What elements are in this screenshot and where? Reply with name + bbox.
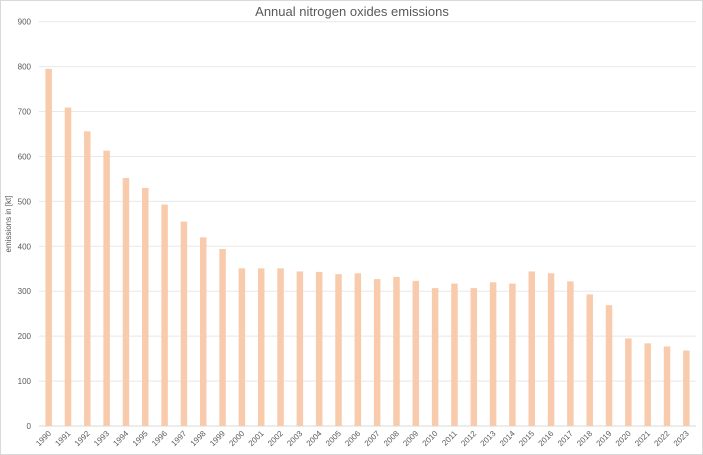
x-tick-label: 2022: [652, 429, 671, 448]
x-tick-label: 2009: [401, 429, 420, 448]
y-axis-label: emissions in [kt]: [4, 196, 13, 253]
bar-1995: [142, 187, 149, 426]
x-tick-label: 2001: [247, 429, 266, 448]
y-tick-label: 600: [18, 152, 32, 161]
chart-title: Annual nitrogen oxides emissions: [255, 4, 449, 19]
bar-1994: [122, 178, 130, 426]
y-tick-label: 300: [18, 287, 32, 296]
y-tick-label: 0: [27, 422, 32, 431]
x-tick-label: 1999: [208, 429, 227, 448]
y-tick-label: 500: [18, 197, 32, 206]
x-tick-label: 2017: [556, 429, 575, 448]
bar-2003: [296, 271, 304, 426]
x-tick-label: 2018: [575, 429, 594, 448]
x-tick-label: 2020: [614, 429, 633, 448]
bar-2022: [663, 346, 671, 426]
x-tick-label: 1991: [53, 429, 72, 448]
x-tick-label: 1993: [92, 429, 111, 448]
x-tick-label: 2006: [343, 429, 362, 448]
x-tick-label: 2010: [421, 429, 440, 448]
bar-1998: [200, 237, 207, 426]
bar-1993: [103, 150, 110, 427]
bar-1996: [161, 204, 168, 426]
x-tick-label: 1997: [169, 429, 188, 448]
bar-2016: [547, 273, 555, 426]
x-tick-label: 2002: [266, 429, 285, 448]
x-tick-label: 2005: [324, 429, 343, 448]
bar-1992: [84, 131, 91, 426]
x-tick-label: 2011: [440, 429, 459, 448]
bar-1991: [64, 107, 72, 427]
x-tick-label: 2016: [537, 429, 556, 448]
x-tick-label: 2008: [382, 429, 401, 448]
x-tick-label: 2007: [363, 429, 382, 448]
bar-2011: [451, 283, 458, 426]
bar-2012: [470, 288, 478, 426]
x-tick-label: 1998: [189, 429, 208, 448]
x-tick-label: 2021: [633, 429, 652, 448]
y-tick-label: 100: [18, 377, 32, 386]
bar-2017: [567, 281, 574, 426]
y-tick-label: 900: [18, 18, 32, 27]
x-tick-label: 1990: [34, 429, 53, 448]
x-tick-label: 2019: [595, 429, 614, 448]
bar-2019: [605, 305, 613, 426]
x-tick-label: 1992: [73, 429, 92, 448]
bar-2005: [335, 274, 342, 426]
bar-2004: [315, 271, 323, 426]
bar-1997: [180, 221, 188, 426]
x-tick-label: 1996: [150, 429, 169, 448]
bar-2000: [238, 268, 246, 426]
x-tick-label: 1995: [131, 429, 150, 448]
x-tick-label: 2015: [517, 429, 536, 448]
bar-2007: [373, 279, 381, 426]
bar-2009: [412, 280, 420, 426]
bar-2001: [257, 268, 265, 426]
bar-2021: [644, 343, 651, 426]
bar-2013: [489, 282, 497, 426]
x-tick-label: 2013: [479, 429, 498, 448]
x-tick-label: 1994: [111, 429, 130, 448]
bar-2002: [277, 268, 284, 426]
y-tick-label: 800: [18, 63, 32, 72]
bar-2014: [509, 283, 516, 426]
bar-1999: [219, 249, 226, 426]
x-tick-label: 2014: [498, 429, 517, 448]
bar-2023: [683, 350, 690, 426]
x-tick-label: 2023: [672, 429, 691, 448]
y-tick-label: 400: [18, 242, 32, 251]
bar-1990: [45, 68, 52, 426]
bar-2018: [586, 294, 593, 426]
y-tick-label: 700: [18, 108, 32, 117]
x-tick-label: 2004: [305, 429, 324, 448]
bar-2020: [625, 338, 632, 426]
x-tick-label: 2003: [285, 429, 304, 448]
bar-2008: [393, 276, 400, 426]
bar-2010: [431, 288, 439, 426]
x-tick-label: 2012: [459, 429, 478, 448]
y-tick-label: 200: [18, 332, 32, 341]
x-tick-label: 2000: [227, 429, 246, 448]
bar-2015: [528, 271, 535, 426]
bar-2006: [354, 273, 362, 426]
